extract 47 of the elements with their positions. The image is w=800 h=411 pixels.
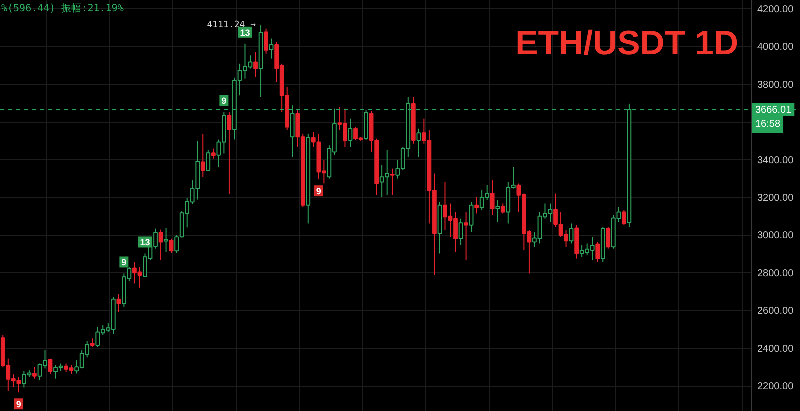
- text: ETH/USDT 1D: [516, 24, 739, 62]
- candlestick: [416, 128, 422, 158]
- candlestick: [469, 202, 474, 233]
- annotation: 16:58: [756, 119, 781, 130]
- candlestick: [390, 168, 395, 196]
- y-tick-label: 3800.00: [758, 80, 794, 91]
- annotation: 13: [240, 28, 250, 38]
- annotation: 9: [122, 258, 127, 268]
- annotation: 9: [222, 96, 227, 106]
- candlestick: [464, 212, 468, 262]
- candlestick: [48, 358, 53, 376]
- candlestick: [606, 226, 611, 250]
- annotation: 9: [16, 400, 22, 410]
- y-tick-label: 3200.00: [758, 193, 794, 204]
- y-tick-label: 2400.00: [758, 344, 794, 355]
- candlestick: [496, 200, 500, 223]
- candlestick: [348, 118, 353, 148]
- y-tick-label: 4000.00: [758, 42, 794, 54]
- candlestick: [158, 229, 164, 262]
- candlestick: [206, 150, 211, 172]
- candlestick: [116, 294, 122, 313]
- chart-subtitle: %(596.44) 振幅:21.19%: [2, 2, 124, 14]
- candlestick: [490, 180, 495, 216]
- candlestick: [500, 203, 506, 214]
- ref-line-label: 3666.01: [756, 105, 792, 116]
- y-tick-label: 2600.00: [758, 306, 794, 318]
- candlestick: [169, 238, 174, 254]
- candlestick: [264, 28, 268, 54]
- candlestick: [458, 218, 464, 246]
- annotation: 13: [140, 238, 150, 248]
- candlestick: [200, 134, 206, 178]
- annotation: 9: [316, 186, 322, 197]
- y-tick-label: 2200.00: [758, 382, 794, 393]
- y-tick-label: 3000.00: [758, 230, 794, 242]
- candlestick: [32, 366, 37, 380]
- candlestick: [254, 52, 258, 78]
- y-tick-label: 2800.00: [758, 268, 794, 280]
- y-tick-label: 4200.00: [758, 4, 794, 16]
- y-tick-label: 3400.00: [758, 155, 794, 166]
- candlestick: [164, 228, 168, 253]
- candlestick: [569, 223, 574, 244]
- candlestick: [596, 242, 600, 263]
- candlestick: [269, 38, 274, 60]
- candlestick: [211, 148, 216, 160]
- candlestick: [227, 112, 232, 195]
- candlestick: [622, 210, 626, 226]
- candlestick: [474, 196, 479, 214]
